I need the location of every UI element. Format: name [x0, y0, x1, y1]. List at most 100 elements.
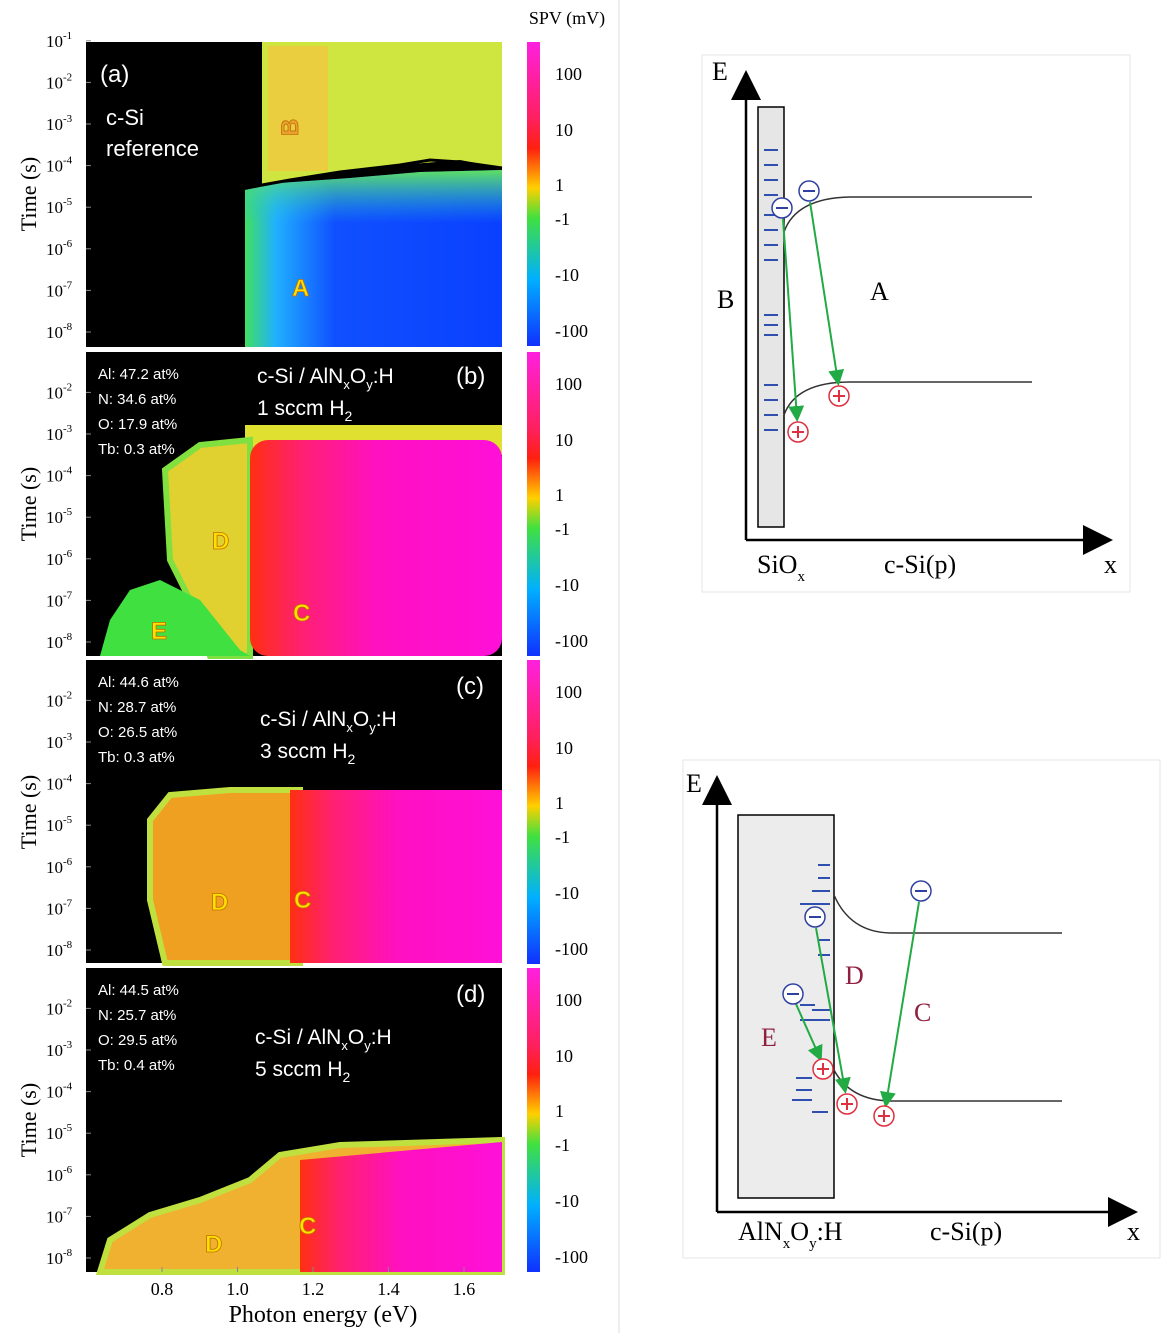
flow-part: 2: [348, 751, 356, 767]
colorbar-tick-label: -100: [555, 631, 588, 651]
y-tick-label: 10-4: [46, 1081, 73, 1102]
composition: O: 29.5 at%: [98, 1032, 177, 1049]
tick-base: 10: [46, 73, 63, 92]
tick-exponent: -7: [63, 589, 73, 601]
tick-base: 10: [46, 941, 63, 960]
bottom-diagram-text: E x D C E AlNxOy:H c-Si(p): [686, 769, 1140, 1252]
region-label: C: [293, 600, 310, 627]
x-tick-label: 1.4: [377, 1279, 400, 1299]
y-axis-label: Time (s): [16, 467, 41, 541]
colorbar-tick-label: -10: [555, 1191, 579, 1211]
sample-part: y: [366, 377, 373, 392]
tick-base: 10: [46, 425, 63, 444]
tick-exponent: -8: [63, 631, 73, 643]
tick-exponent: -2: [63, 997, 72, 1009]
sample-part: :H: [373, 365, 394, 388]
tick-base: 10: [46, 899, 63, 918]
axis-label: E: [712, 57, 728, 86]
colorbar-tick-label: 100: [555, 990, 582, 1010]
y-tick-label: 10-2: [46, 71, 72, 92]
panel-tag: (a): [100, 61, 129, 88]
tick-base: 10: [46, 240, 63, 259]
region-label: A: [870, 277, 889, 306]
x-axis-label: Photon energy (eV): [229, 1302, 418, 1328]
note: c-Si: [106, 105, 144, 130]
tick-base: 10: [46, 1083, 63, 1102]
y-tick-label: 10-5: [46, 196, 73, 217]
region-label: E: [761, 1023, 777, 1052]
y-tick-label: 10-6: [46, 1164, 73, 1185]
tick-base: 10: [46, 591, 63, 610]
sample-part: :H: [376, 708, 397, 731]
colorbar-tick-label: 1: [555, 485, 564, 505]
y-tick-label: 10-4: [46, 773, 73, 794]
tick-exponent: -5: [63, 506, 73, 518]
tick-exponent: -6: [63, 238, 73, 250]
composition: O: 26.5 at%: [98, 724, 177, 741]
axis-label: E: [686, 769, 702, 798]
panel-d-text: (d): [456, 981, 485, 1008]
composition: Al: 47.2 at%: [98, 366, 179, 383]
x-tick-label: 1.0: [226, 1279, 249, 1299]
y-tick-label: 10-5: [46, 814, 73, 835]
axis-label: x: [1104, 550, 1117, 579]
tick-exponent: -3: [63, 423, 73, 435]
y-tick-label: 10-4: [46, 155, 73, 176]
composition: O: 17.9 at%: [98, 416, 177, 433]
tick-base: 10: [46, 1166, 63, 1185]
tick-base: 10: [46, 550, 63, 569]
layer-label: AlNxOy:H: [738, 1217, 843, 1252]
x-tick-label: 0.8: [151, 1279, 174, 1299]
region-label: C: [294, 887, 311, 914]
tick-base: 10: [46, 115, 63, 134]
colorbar-tick-label: 10: [555, 120, 573, 140]
tick-exponent: -4: [63, 773, 73, 785]
region-label: C: [914, 998, 931, 1027]
tick-exponent: -3: [63, 1039, 73, 1051]
panel-tag: (b): [456, 363, 485, 390]
panel-tag: (c): [456, 673, 484, 700]
colorbar: [527, 968, 540, 1272]
tick-exponent: -6: [63, 1164, 73, 1176]
composition: Al: 44.5 at%: [98, 982, 179, 999]
tick-exponent: -7: [63, 279, 73, 291]
tick-exponent: -8: [63, 939, 73, 951]
layer-label: SiOx: [757, 550, 805, 585]
sample-label: c-Si / AlNxOy:H: [257, 365, 394, 392]
top-diagram: [701, 54, 1131, 593]
colorbar-tick-label: -1: [555, 1135, 570, 1155]
colorbar-tick-label: -10: [555, 883, 579, 903]
axis-label: x: [1127, 1217, 1140, 1246]
composition: Tb: 0.4 at%: [98, 1057, 175, 1074]
tick-exponent: -2: [63, 381, 72, 393]
x-tick-label: 1.6: [453, 1279, 476, 1299]
y-tick-label: 10-3: [46, 113, 73, 134]
y-tick-label: 10-7: [46, 1205, 73, 1226]
colorbar-tick-label: -10: [555, 575, 579, 595]
panel-c-text: (c): [456, 673, 484, 700]
tick-exponent: -6: [63, 856, 73, 868]
tick-exponent: -2: [63, 689, 72, 701]
sample-label: c-Si / AlNxOy:H: [255, 1026, 392, 1053]
panel-b-text: (b): [456, 363, 485, 390]
region-label: A: [292, 275, 309, 302]
region-label: B: [717, 285, 734, 314]
tick-exponent: -3: [63, 113, 73, 125]
y-tick-label: 10-8: [46, 1247, 73, 1268]
colorbar-tick-label: -1: [555, 519, 570, 539]
colorbar-tick-label: -1: [555, 827, 570, 847]
colorbar-tick-label: -100: [555, 321, 588, 341]
region-label: E: [151, 618, 167, 645]
tick-base: 10: [46, 467, 63, 486]
tick-base: 10: [46, 691, 63, 710]
colorbar-tick-label: 10: [555, 430, 573, 450]
colorbar-tick-label: 1: [555, 175, 564, 195]
tick-exponent: -4: [63, 155, 73, 167]
y-tick-label: 10-6: [46, 548, 73, 569]
y-tick-label: 10-5: [46, 506, 73, 527]
y-axis-label: Time (s): [16, 1083, 41, 1157]
y-tick-label: 10-7: [46, 279, 73, 300]
bottom-diagram: [682, 759, 1161, 1259]
tick-base: 10: [46, 816, 63, 835]
composition: Al: 44.6 at%: [98, 674, 179, 691]
